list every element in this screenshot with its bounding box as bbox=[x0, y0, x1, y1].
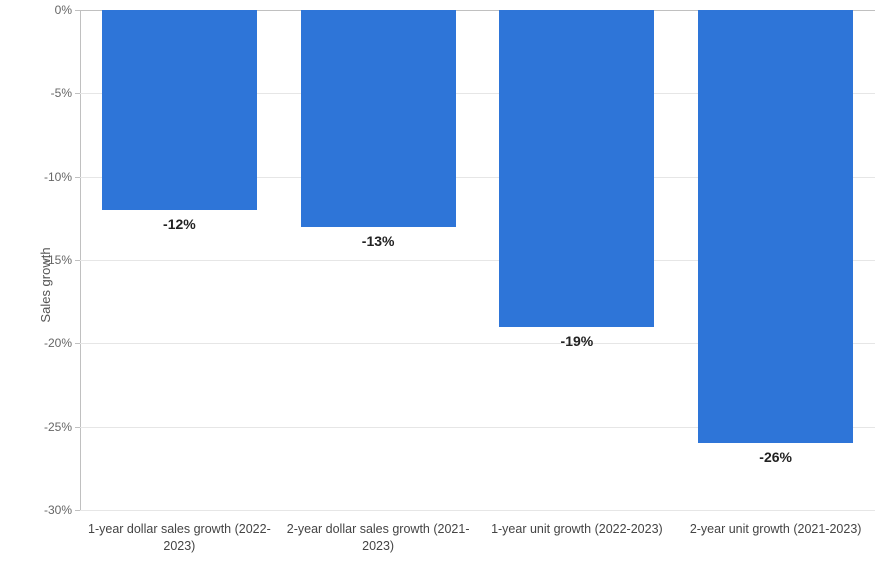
data-label: -19% bbox=[561, 333, 594, 349]
bar-2yr-dollar-growth bbox=[301, 10, 456, 227]
data-label: -12% bbox=[163, 216, 196, 232]
bars-region: -12% -13% -19% -26% bbox=[80, 10, 875, 510]
y-tick-mark bbox=[75, 510, 80, 511]
bar-slot: -26% bbox=[676, 10, 875, 510]
bar-slot: -19% bbox=[478, 10, 677, 510]
bar-1yr-dollar-growth bbox=[102, 10, 257, 210]
data-label: -13% bbox=[362, 233, 395, 249]
x-label: 2-year dollar sales growth (2021-2023) bbox=[279, 515, 478, 570]
data-label: -26% bbox=[759, 449, 792, 465]
grid-line bbox=[80, 510, 875, 511]
bar-slot: -13% bbox=[279, 10, 478, 510]
x-label: 2-year unit growth (2021-2023) bbox=[676, 515, 875, 570]
x-axis-labels: 1-year dollar sales growth (2022-2023) 2… bbox=[80, 515, 875, 570]
x-label: 1-year unit growth (2022-2023) bbox=[478, 515, 677, 570]
bar-slot: -12% bbox=[80, 10, 279, 510]
bar-1yr-unit-growth bbox=[499, 10, 654, 327]
bar-2yr-unit-growth bbox=[698, 10, 853, 443]
x-label: 1-year dollar sales growth (2022-2023) bbox=[80, 515, 279, 570]
plot-area: 0% -5% -10% -15% -20% -25% -30% -12% -1 bbox=[80, 10, 875, 510]
sales-growth-chart: Sales growth 0% -5% -10% -15% -20% -25% … bbox=[0, 0, 890, 570]
